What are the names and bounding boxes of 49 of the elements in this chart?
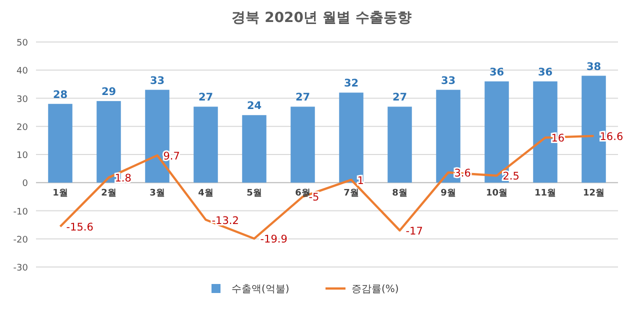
y-tick-label: -20	[13, 235, 28, 246]
x-tick-label: 7월	[344, 188, 359, 199]
bar	[194, 106, 218, 183]
data-label: 36	[538, 66, 553, 78]
data-label: 27	[198, 92, 214, 104]
legend-label: 증감률(%)	[352, 284, 399, 295]
data-label: 27	[295, 92, 310, 104]
x-tick-label: 11월	[534, 188, 556, 199]
y-tick-label: -30	[13, 264, 28, 274]
x-tick-label: 2월	[101, 188, 116, 199]
bar	[242, 115, 266, 183]
data-label: -19.9	[260, 234, 288, 246]
y-tick-label: 40	[16, 66, 28, 77]
y-tick-label: 30	[16, 94, 28, 105]
data-label: -13.2	[212, 214, 239, 227]
data-label: 29	[101, 86, 116, 98]
x-tick-label: 5월	[246, 188, 262, 199]
bar	[388, 106, 412, 183]
bar	[339, 92, 364, 183]
data-label: 27	[392, 92, 408, 104]
x-tick-label: 10월	[486, 188, 508, 199]
data-label: 24	[246, 100, 262, 112]
data-label: 16	[551, 132, 565, 145]
legend-label: 수출액(억불)	[232, 284, 290, 295]
x-tick-label: 1월	[52, 188, 68, 199]
chart-title: 경북 2020년 월별 수출동향	[232, 10, 412, 26]
bar	[48, 104, 72, 183]
data-label: 38	[586, 60, 602, 73]
data-label: 32	[344, 78, 359, 90]
y-tick-label: 0	[22, 179, 28, 190]
data-label: 33	[150, 74, 165, 87]
data-label: -17	[406, 225, 423, 238]
y-tick-label: 50	[16, 38, 28, 48]
data-label: 28	[52, 88, 68, 101]
data-label: 33	[440, 74, 456, 87]
x-tick-label: 8월	[392, 188, 408, 199]
x-tick-label: 6월	[295, 188, 310, 199]
data-label: -15.6	[66, 222, 94, 234]
x-tick-label: 12월	[582, 188, 605, 199]
y-tick-label: 20	[16, 122, 28, 133]
y-tick-label: -10	[13, 207, 28, 218]
x-tick-label: 9월	[440, 188, 456, 199]
x-tick-label: 4월	[198, 188, 214, 199]
data-label: 3.6	[454, 168, 472, 180]
y-tick-label: 10	[16, 151, 28, 161]
data-label: -5	[308, 192, 320, 204]
bar	[290, 106, 315, 183]
data-label: 36	[489, 66, 504, 78]
x-tick-label: 3월	[150, 188, 165, 199]
